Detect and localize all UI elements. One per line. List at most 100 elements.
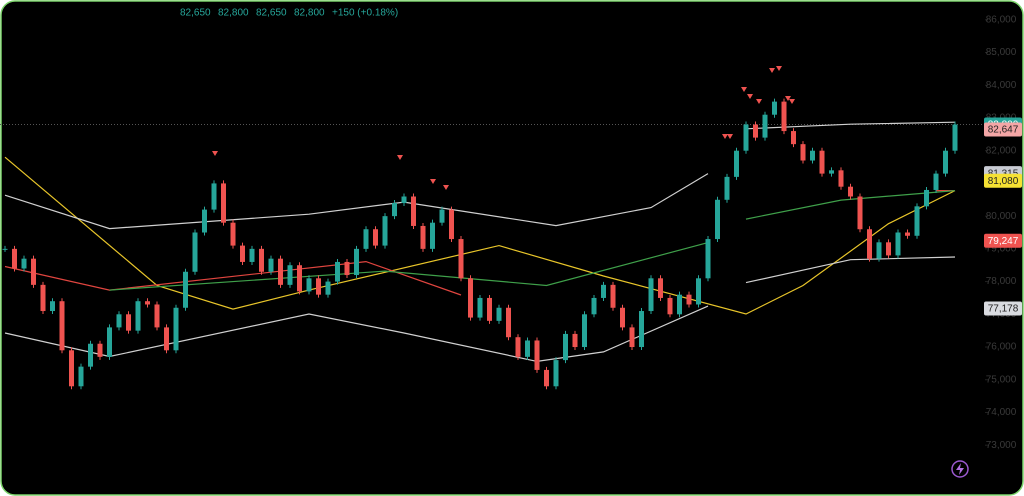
candle-body	[12, 248, 17, 269]
candle-body	[240, 245, 245, 262]
candle-body	[553, 360, 559, 387]
price-label-bg	[984, 301, 1022, 316]
y-tick-label: 82,000	[986, 145, 1017, 156]
ohlc-value: 82,800	[218, 8, 249, 19]
candle-body	[401, 196, 407, 204]
candle-body	[952, 124, 958, 151]
y-tick-label: 86,000	[986, 14, 1017, 25]
candle-body	[819, 150, 825, 174]
candle-body	[164, 327, 169, 351]
candle-body	[363, 229, 369, 249]
candle-body	[743, 124, 749, 151]
candle-body	[88, 343, 93, 367]
candle-body	[838, 170, 844, 187]
candle-body	[734, 150, 739, 177]
candle-body	[943, 150, 948, 174]
candle-body	[753, 124, 758, 138]
ohlc-value: +150 (+0.18%)	[332, 8, 398, 19]
candle-body	[335, 261, 340, 282]
candle-body	[544, 369, 549, 387]
candle-body	[534, 340, 540, 370]
candle-body	[287, 265, 293, 285]
candle-body	[677, 294, 682, 315]
candle-body	[648, 278, 654, 312]
candle-body	[259, 248, 264, 272]
candle-body	[563, 333, 568, 361]
candle-body	[905, 232, 910, 236]
candle-body	[97, 343, 103, 357]
candle-body	[411, 196, 416, 226]
candle-body	[829, 170, 834, 174]
candle-body	[420, 225, 426, 249]
candle-body	[135, 301, 141, 331]
candle-body	[724, 176, 730, 200]
indicator-line	[109, 190, 956, 291]
candle-body	[192, 232, 198, 272]
candle-body	[857, 196, 863, 230]
candle-body	[278, 258, 283, 285]
y-tick-label: 76,000	[986, 342, 1017, 353]
candle-body	[221, 183, 226, 223]
candle-body	[848, 186, 853, 197]
candle-body	[914, 206, 920, 236]
candle-body	[572, 333, 578, 348]
candle-body	[477, 297, 483, 318]
candle-body	[306, 278, 312, 292]
candle-body	[430, 222, 435, 249]
candle-body	[620, 307, 625, 328]
price-label-bg	[984, 173, 1022, 188]
y-tick-label: 85,000	[986, 47, 1017, 58]
candle-body	[173, 307, 179, 351]
candle-body	[382, 216, 388, 246]
candle-body	[21, 258, 27, 269]
icon-ring	[951, 460, 969, 478]
candle-body	[107, 327, 112, 357]
candle-body	[145, 301, 150, 305]
candle-body	[268, 258, 274, 272]
price-label: 81,080	[988, 176, 1019, 187]
candle-body	[69, 350, 74, 387]
candle-body	[202, 209, 207, 233]
candle-body	[354, 248, 359, 276]
candle-body	[116, 314, 122, 328]
candle-body	[886, 242, 891, 256]
price-label: 82,647	[988, 125, 1019, 136]
candle-body	[705, 239, 711, 279]
candle-body	[772, 101, 777, 115]
candle-body	[496, 307, 502, 321]
candle-body	[2, 248, 8, 250]
candle-body	[50, 301, 55, 312]
candle-body	[78, 366, 84, 387]
candle-body	[658, 278, 663, 298]
candle-body	[325, 281, 331, 295]
candle-body	[183, 271, 188, 308]
candle-body	[791, 131, 796, 145]
y-tick-label: 75,000	[986, 374, 1017, 385]
candle-body	[696, 278, 701, 305]
candle-body	[629, 327, 635, 348]
ohlc-value: 82,650	[256, 8, 287, 19]
candle-body	[249, 248, 255, 262]
candle-body	[867, 229, 872, 259]
price-label: 79,247	[988, 236, 1019, 247]
y-tick-label: 73,000	[986, 440, 1017, 451]
candle-body	[610, 284, 616, 308]
candle-body	[126, 314, 131, 331]
candle-body	[458, 239, 464, 279]
candle-body	[591, 297, 597, 315]
indicator-line	[4, 156, 956, 315]
candle-body	[468, 278, 473, 318]
y-tick-label: 74,000	[986, 407, 1017, 418]
y-tick-label: 84,000	[986, 80, 1017, 91]
y-tick-label: 78,000	[986, 276, 1017, 287]
candle-body	[800, 144, 806, 161]
candle-body	[781, 101, 787, 132]
candle-body	[506, 307, 511, 338]
candle-body	[639, 311, 644, 348]
candle-body	[924, 189, 929, 207]
candle-body	[667, 297, 673, 315]
candle-body	[933, 173, 939, 190]
candle-body	[344, 261, 350, 276]
